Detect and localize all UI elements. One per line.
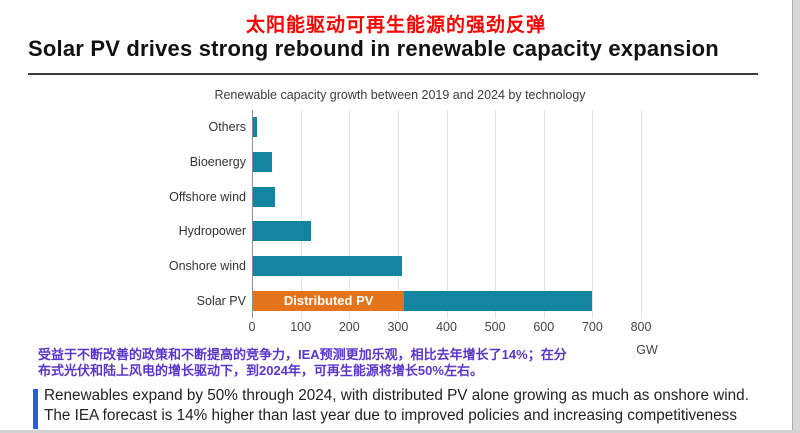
bar-segment-distributed-pv: Distributed PV xyxy=(253,290,405,311)
chinese-annotation-line2: 布式光伏和陆上风电的增长驱动下，到2024年，可再生能源将增长50%左右。 xyxy=(38,363,483,378)
window-edge-right xyxy=(792,0,800,433)
bar-hydropower xyxy=(253,221,312,242)
chart-row: Hydropower xyxy=(160,214,641,249)
x-tick-label: 400 xyxy=(436,320,457,334)
bar-others xyxy=(253,117,257,138)
bar-offshore-wind xyxy=(253,186,275,207)
bar-chart: Others Bioenergy Offshore wind Hydropower On… xyxy=(160,110,641,318)
category-label: Bioenergy xyxy=(189,155,246,169)
category-label: Others xyxy=(208,120,246,135)
category-label: Hydropower xyxy=(178,224,246,239)
x-tick-label: 200 xyxy=(338,320,360,334)
chinese-title: 太阳能驱动可再生能源的强劲反弹 xyxy=(245,15,546,36)
window-edge-bottom xyxy=(0,430,800,433)
bar-bioenergy xyxy=(253,152,273,172)
bar-onshore-wind xyxy=(253,256,403,277)
page-title: Solar PV drives strong rebound in renewa… xyxy=(28,36,719,61)
note-accent-bar xyxy=(33,389,38,429)
category-label: Solar PV xyxy=(196,293,246,308)
x-axis-unit: GW xyxy=(636,343,658,357)
category-label: Onshore wind xyxy=(168,259,246,274)
title-divider xyxy=(28,73,758,75)
bar-solar-pv: Distributed PV xyxy=(253,290,592,311)
chart-row: Onshore wind xyxy=(160,249,641,284)
x-axis-ticks: 0 100 200 300 400 500 600 700 800 xyxy=(248,320,652,334)
chart-row: Solar PV Distributed PV xyxy=(160,283,641,318)
bar-track xyxy=(253,179,641,214)
chart-row: Bioenergy xyxy=(160,145,641,180)
bar-track: Distributed PV xyxy=(253,283,641,318)
bar-track xyxy=(253,145,641,180)
x-tick-label: 800 xyxy=(630,320,652,334)
x-tick-label: 0 xyxy=(248,320,256,334)
bar-track xyxy=(253,214,641,249)
bar-track xyxy=(253,249,641,284)
english-annotation-line2: The IEA forecast is 14% higher than last… xyxy=(44,406,737,424)
x-tick-label: 500 xyxy=(484,320,506,334)
category-label: Offshore wind xyxy=(169,189,246,204)
bar-track xyxy=(253,110,641,145)
chinese-annotation-line1: 受益于不断改善的政策和不断提高的竞争力，IEA预测更加乐观，相比去年增长了14%… xyxy=(38,347,567,362)
chart-title: Renewable capacity growth between 2019 a… xyxy=(214,88,586,102)
english-annotation-line1: Renewables expand by 50% through 2024, w… xyxy=(44,387,749,404)
x-tick-label: 100 xyxy=(290,320,312,334)
gridline xyxy=(641,110,642,318)
bar-segment-utility-scale-pv xyxy=(404,290,592,311)
chart-row: Offshore wind xyxy=(160,179,641,214)
x-tick-label: 600 xyxy=(533,320,555,334)
english-annotation: Renewables expand by 50% through 2024, w… xyxy=(44,386,784,425)
chart-row: Others xyxy=(160,110,641,145)
x-tick-label: 700 xyxy=(581,320,603,334)
x-tick-label: 300 xyxy=(387,320,409,334)
segment-label: Distributed PV xyxy=(283,292,374,308)
chinese-annotation: 受益于不断改善的政策和不断提高的竞争力，IEA预测更加乐观，相比去年增长了14%… xyxy=(38,347,648,379)
